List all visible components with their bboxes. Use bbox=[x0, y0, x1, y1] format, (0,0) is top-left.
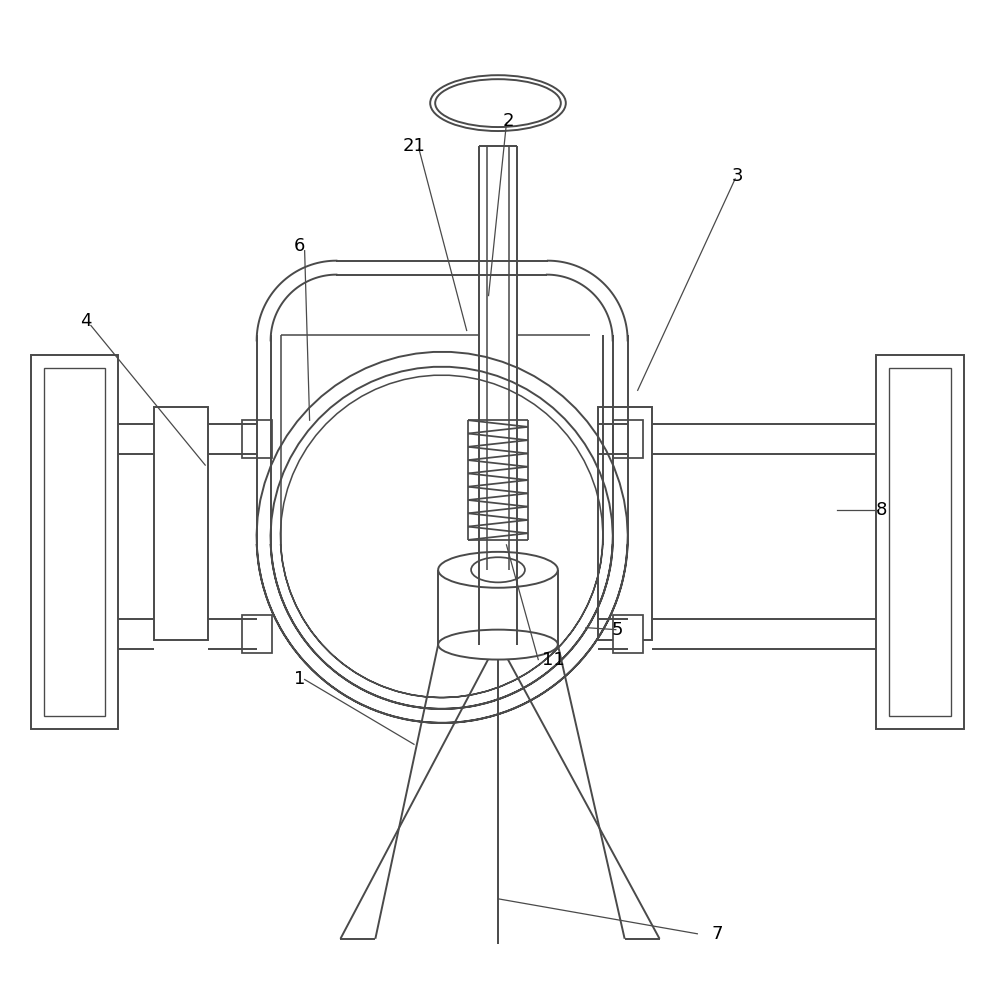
Bar bbox=[241, 615, 271, 653]
Bar bbox=[598, 407, 652, 640]
Text: 1: 1 bbox=[294, 670, 305, 688]
Text: 7: 7 bbox=[712, 925, 723, 943]
Ellipse shape bbox=[435, 79, 561, 127]
Text: 21: 21 bbox=[403, 137, 426, 155]
Ellipse shape bbox=[438, 552, 558, 588]
Text: 2: 2 bbox=[502, 112, 514, 130]
Text: 11: 11 bbox=[541, 651, 564, 669]
Text: 8: 8 bbox=[875, 501, 887, 519]
Ellipse shape bbox=[438, 630, 558, 660]
Bar bbox=[876, 355, 964, 729]
Bar bbox=[154, 407, 207, 640]
Bar bbox=[613, 615, 643, 653]
Text: 4: 4 bbox=[80, 312, 92, 330]
Bar bbox=[44, 368, 105, 716]
Text: 6: 6 bbox=[294, 237, 305, 255]
Text: 5: 5 bbox=[612, 621, 623, 639]
Text: 3: 3 bbox=[732, 167, 743, 185]
Ellipse shape bbox=[430, 75, 566, 131]
Bar bbox=[613, 420, 643, 458]
Ellipse shape bbox=[471, 557, 525, 582]
Bar bbox=[241, 420, 271, 458]
Bar bbox=[31, 355, 118, 729]
Bar bbox=[889, 368, 951, 716]
